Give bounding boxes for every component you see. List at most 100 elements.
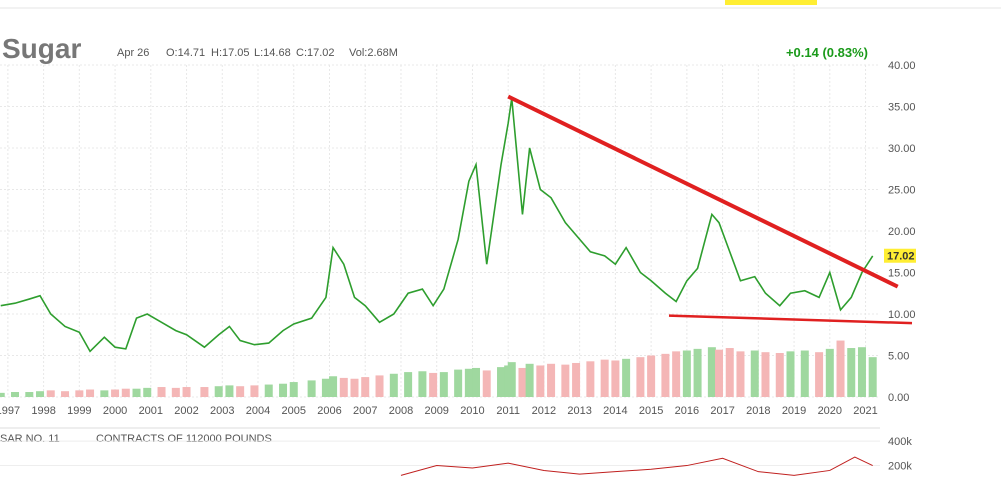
volume-bar xyxy=(214,386,223,397)
change: +0.14 (0.83%) xyxy=(786,45,868,60)
volume-bar xyxy=(289,382,298,397)
volume-bar xyxy=(786,351,795,397)
trend-line xyxy=(507,94,899,289)
volume-bar xyxy=(482,370,491,397)
y-tick-label: 20.00 xyxy=(888,226,916,238)
volume-bar xyxy=(307,380,316,397)
x-tick-label: 2007 xyxy=(353,405,377,417)
volume-bar xyxy=(264,384,273,397)
volume-bar xyxy=(100,390,109,397)
chart-title: Sugar xyxy=(2,33,81,64)
volume-bar xyxy=(572,362,581,397)
x-tick-label: 2009 xyxy=(424,405,448,417)
volume-bar xyxy=(429,372,438,397)
x-tick-label: 2016 xyxy=(675,405,699,417)
trend-line xyxy=(668,314,913,325)
volume-bar xyxy=(375,375,384,397)
volume-bar xyxy=(836,340,845,397)
volume-bar xyxy=(586,361,595,397)
volume-bar xyxy=(86,389,95,397)
volume-bar xyxy=(350,378,359,397)
volume-bar xyxy=(111,389,120,397)
x-tick-label: 1999 xyxy=(67,405,91,417)
volume-bar xyxy=(661,353,670,397)
volume-bar xyxy=(329,376,338,397)
x-tick-label: 2021 xyxy=(853,405,877,417)
lower-subtitle: CONTRACTS OF 112000 POUNDS xyxy=(96,433,272,445)
volume-bar xyxy=(725,348,734,397)
volume-bar xyxy=(672,351,681,397)
volume-bar xyxy=(497,367,506,397)
volume-bar xyxy=(707,347,716,397)
volume-bar xyxy=(250,385,259,397)
volume-bar xyxy=(75,390,84,397)
y-tick-label: 5.00 xyxy=(888,351,909,363)
volume-bar xyxy=(507,362,516,397)
x-tick-label: 2014 xyxy=(603,405,627,417)
x-tick-label: 2008 xyxy=(389,405,413,417)
date: Apr 26 xyxy=(117,47,149,59)
volume-bar xyxy=(143,387,152,397)
volume-bar xyxy=(46,390,55,397)
volume-bar xyxy=(200,387,209,397)
close: C:17.02 xyxy=(296,47,335,59)
x-tick-label: 2010 xyxy=(460,405,484,417)
volume-bar xyxy=(121,388,130,397)
volume-bar xyxy=(600,359,609,397)
volume-bar xyxy=(25,392,34,397)
volume-bar xyxy=(225,385,234,397)
volume-bar xyxy=(682,350,691,397)
x-tick-label: 2006 xyxy=(317,405,341,417)
highlight xyxy=(725,0,817,5)
price-tag-bg xyxy=(884,248,916,263)
volume-bar xyxy=(547,363,556,397)
volume-bar xyxy=(439,372,448,397)
lower-tick-label: 200k xyxy=(888,461,912,473)
x-tick-label: 2005 xyxy=(282,405,306,417)
volume-bar xyxy=(182,387,191,397)
volume-bar xyxy=(236,386,245,397)
price-tag: 17.02 xyxy=(887,251,915,263)
x-tick-label: 2012 xyxy=(532,405,556,417)
volume-bar xyxy=(775,353,784,397)
volume-bar xyxy=(815,352,824,397)
volume-bar xyxy=(536,365,545,397)
x-tick-label: 2017 xyxy=(710,405,734,417)
volume-bar xyxy=(715,349,724,397)
volume-bar xyxy=(825,348,834,397)
y-tick-label: 30.00 xyxy=(888,143,916,155)
y-tick-label: 40.00 xyxy=(888,60,916,72)
x-tick-label: 2020 xyxy=(818,405,842,417)
low: L:14.68 xyxy=(254,47,291,59)
volume-bar xyxy=(279,383,288,397)
volume-bar xyxy=(339,377,348,397)
volume-bar xyxy=(750,350,759,397)
volume-bar xyxy=(404,372,413,397)
x-tick-label: 2013 xyxy=(567,405,591,417)
volume-bar xyxy=(561,364,570,397)
volume-bar xyxy=(454,369,463,397)
volume-bar xyxy=(761,352,770,397)
volume-bar xyxy=(622,358,631,397)
lower-title: SAR NO. 11 xyxy=(0,433,60,445)
volume-bar xyxy=(36,391,45,397)
y-tick-label: 10.00 xyxy=(888,309,916,321)
x-tick-label: 2019 xyxy=(782,405,806,417)
volume-bar xyxy=(157,387,166,397)
x-tick-label: 2000 xyxy=(103,405,127,417)
volume-bar xyxy=(321,378,330,397)
x-tick-label: 2004 xyxy=(246,405,270,417)
volume-bar xyxy=(525,363,534,397)
volume-bar xyxy=(636,357,645,397)
price-line xyxy=(0,98,874,353)
volume-bar xyxy=(800,350,809,397)
volume-bar xyxy=(464,368,473,397)
volume-bar xyxy=(0,392,5,397)
volume-bar xyxy=(361,377,370,397)
x-tick-label: 2011 xyxy=(496,405,520,417)
volume-bar xyxy=(61,391,70,397)
y-tick-label: 25.00 xyxy=(888,185,916,197)
high: H:17.05 xyxy=(211,47,250,59)
volume-bar xyxy=(693,348,702,397)
